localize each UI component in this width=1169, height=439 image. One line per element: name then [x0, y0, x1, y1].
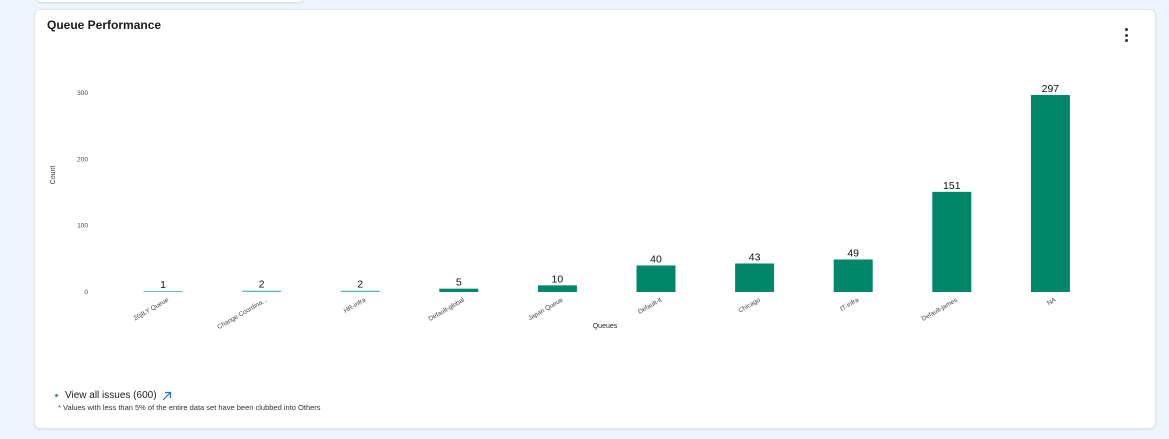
bar	[242, 290, 282, 292]
kebab-menu-icon[interactable]	[1119, 26, 1133, 44]
bar-value-label: 5	[456, 277, 462, 289]
bar-value-label: 43	[749, 251, 761, 263]
bar	[340, 290, 380, 292]
x-axis-label: Queues	[593, 323, 618, 330]
queue-performance-card: Queue Performance Count 0 100 200 300 1 20jILY…	[34, 9, 1156, 429]
x-tick-label: HR-infra	[343, 296, 368, 314]
view-all-issues-label[interactable]: View all issues (600)	[65, 390, 157, 401]
x-tick-label: Chicago	[737, 296, 761, 314]
y-axis-label: Count	[50, 166, 57, 185]
bar-value-label: 2	[357, 279, 363, 291]
external-arrow-icon[interactable]	[162, 391, 172, 401]
previous-card-edge	[36, 0, 304, 2]
note-text: Values with less than 5% of the entire d…	[63, 403, 321, 412]
bar-value-label: 297	[1042, 83, 1060, 95]
y-tick-label: 300	[77, 90, 88, 97]
bar	[735, 263, 775, 292]
bar-value-label: 1	[160, 279, 166, 291]
chart-footer: View all issues (600) * Values with less…	[55, 390, 321, 412]
bar-chart: Count 0 100 200 300 1 20jILY Queue 2 Change Coor…	[50, 83, 1070, 331]
view-all-issues-link[interactable]: View all issues (600)	[55, 390, 321, 401]
y-tick-label: 100	[77, 223, 88, 230]
bar	[932, 191, 972, 292]
x-tick-label: Default-james	[921, 296, 960, 322]
bar-value-label: 2	[259, 279, 265, 291]
bar	[143, 291, 183, 292]
card-title: Queue Performance	[47, 18, 162, 32]
others-note: * Values with less than 5% of the entire…	[58, 403, 321, 412]
bar	[833, 259, 873, 292]
bar-value-label: 151	[943, 180, 961, 192]
bar	[636, 265, 676, 292]
bar	[1030, 94, 1070, 293]
bar-value-label: 10	[552, 273, 564, 285]
bar	[439, 288, 479, 292]
x-tick-label: Default-it	[637, 297, 663, 316]
x-tick-label: NA	[1046, 296, 1058, 307]
note-star: *	[58, 403, 61, 412]
x-tick-label: Japan Queue	[527, 296, 565, 322]
bar	[537, 285, 577, 292]
y-tick-label: 200	[77, 156, 88, 163]
x-tick-label: Default-global	[428, 296, 467, 322]
y-tick-label: 0	[84, 289, 88, 296]
bullet-dot	[55, 394, 58, 397]
bar-value-label: 40	[650, 253, 662, 265]
x-tick-label: 20jILY Queue	[133, 296, 171, 322]
x-tick-label: IT-infra	[839, 296, 860, 312]
bar-value-label: 49	[847, 247, 859, 259]
x-tick-label: Change Coordina...	[216, 297, 268, 331]
